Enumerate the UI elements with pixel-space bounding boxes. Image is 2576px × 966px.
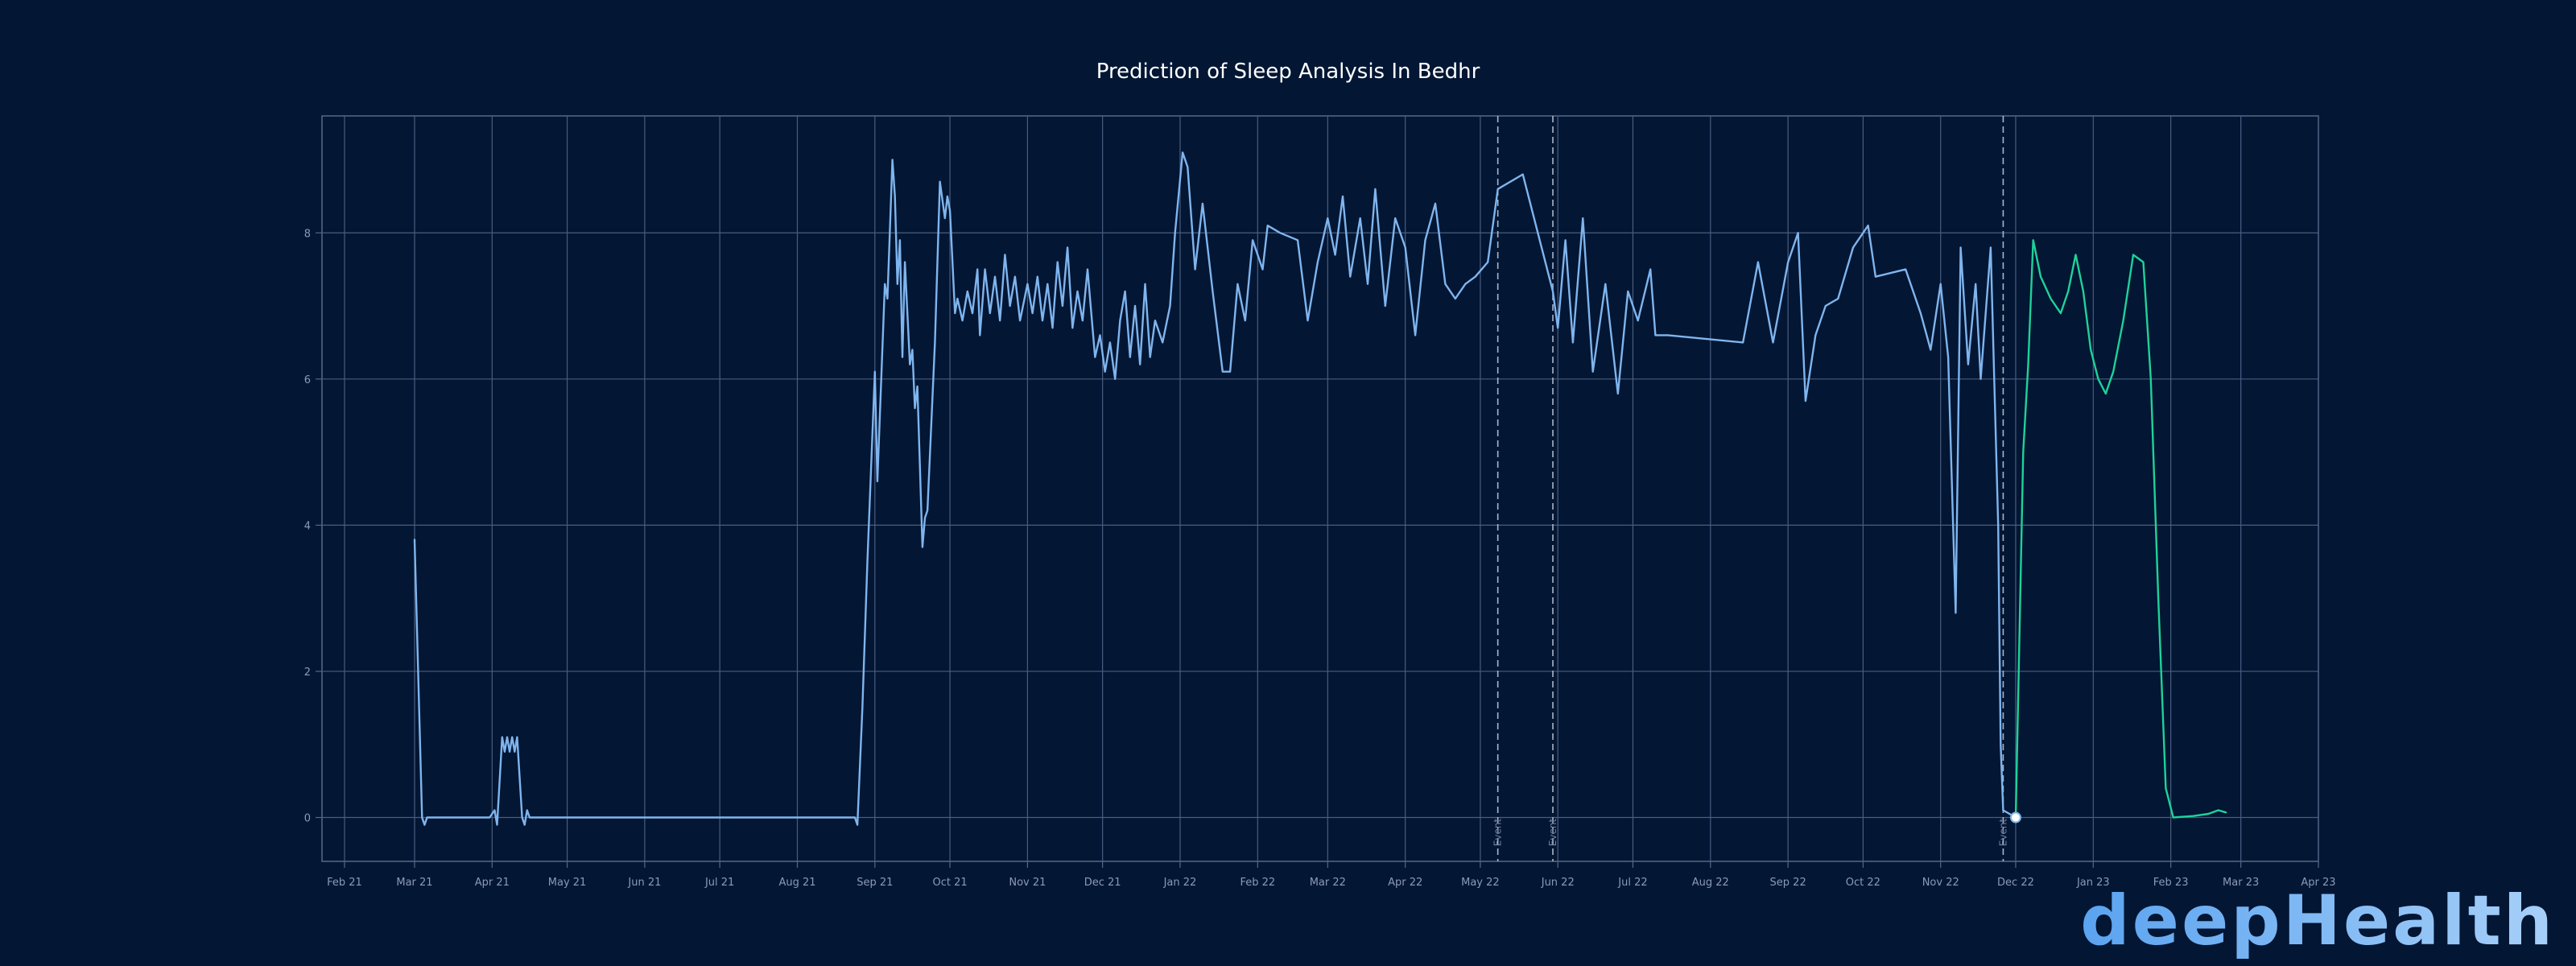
x-tick-label: Sep 22 — [1770, 877, 1806, 889]
x-tick-labels: Feb 21 Mar 21 Apr 21 May 21 Jun 21 Jul 21 Aug … — [327, 877, 2335, 889]
series-line — [2014, 239, 2227, 819]
x-tick-label: Oct 22 — [1846, 877, 1880, 889]
chart-title: Prediction of Sleep Analysis In Bedhr — [1096, 60, 1480, 84]
x-tick-label: Mar 22 — [1310, 877, 1346, 889]
x-tick-label: Jun 22 — [1541, 877, 1575, 889]
x-tick-label: Mar 23 — [2223, 877, 2259, 889]
x-tick-label: Nov 22 — [1922, 877, 1959, 889]
x-tick-label: Sep 21 — [857, 877, 893, 889]
series-lines — [413, 151, 2227, 826]
x-tick-label: Nov 21 — [1009, 877, 1046, 889]
y-tick-labels: 0 2 4 6 8 — [304, 228, 311, 824]
event-label: Event — [1997, 819, 2008, 847]
y-tick-label: 0 — [304, 813, 311, 825]
event-label: Event — [1492, 819, 1504, 847]
x-tick-label: Feb 21 — [327, 877, 362, 889]
x-tick-label: May 22 — [1461, 877, 1500, 889]
x-tick-label: Jul 21 — [704, 877, 734, 889]
data-marker — [2009, 811, 2021, 824]
brand-logo: deepHealth — [2080, 881, 2555, 961]
y-tick-label: 8 — [304, 228, 311, 240]
x-tick-label: Oct 21 — [932, 877, 967, 889]
marker-layer — [2009, 811, 2021, 824]
y-tick-label: 6 — [304, 374, 311, 386]
x-tick-label: Feb 23 — [2153, 877, 2189, 889]
x-tick-label: Jun 21 — [627, 877, 661, 889]
x-tick-label: Feb 22 — [1240, 877, 1275, 889]
x-tick-label: Apr 21 — [475, 877, 510, 889]
x-tick-label: Aug 21 — [778, 877, 815, 889]
plot-frame — [321, 115, 2319, 862]
x-tick-label: Apr 23 — [2301, 877, 2335, 889]
y-tick-label: 4 — [304, 520, 311, 532]
event-label: Event — [1547, 819, 1558, 847]
grid — [316, 116, 2319, 868]
x-tick-label: May 21 — [548, 877, 587, 889]
x-tick-label: Apr 22 — [1388, 877, 1422, 889]
x-tick-label: Jan 23 — [2076, 877, 2110, 889]
x-tick-label: Jan 22 — [1163, 877, 1197, 889]
x-tick-label: Aug 22 — [1692, 877, 1729, 889]
x-tick-label: Jul 22 — [1617, 877, 1647, 889]
x-tick-label: Dec 21 — [1084, 877, 1121, 889]
event-lines: Event Event Event — [1492, 116, 2008, 861]
series-line — [413, 151, 2017, 826]
y-tick-label: 2 — [304, 667, 311, 679]
x-tick-label: Mar 21 — [396, 877, 432, 889]
x-tick-label: Dec 22 — [1997, 877, 2034, 889]
